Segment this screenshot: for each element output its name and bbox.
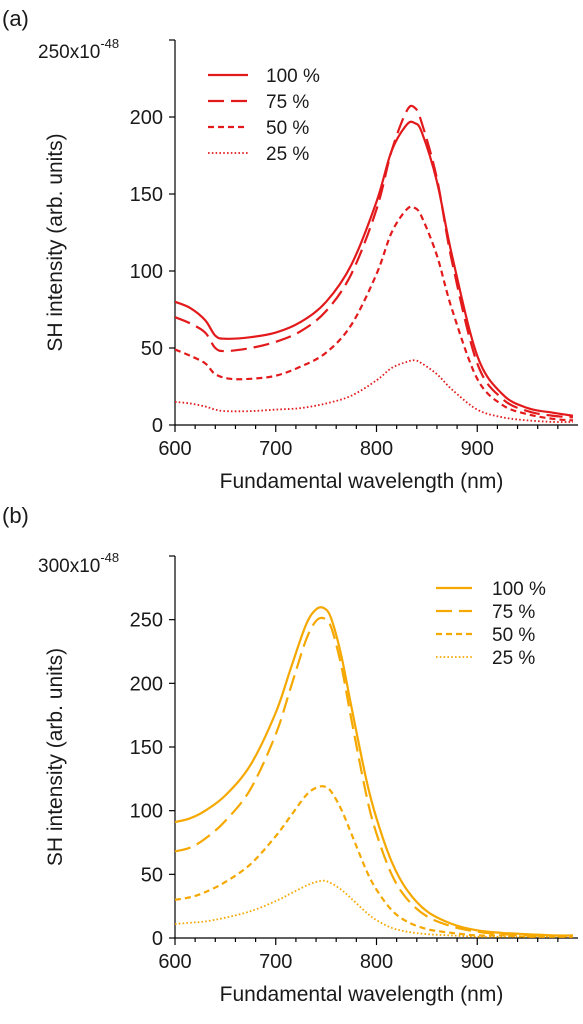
x-tick-label: 700 — [259, 951, 292, 973]
panel-b: (b) 300x10-48 0 50 100 150 200 250 600 700 800 90… — [2, 503, 578, 1006]
series-line-75-percent — [175, 616, 573, 937]
series-line-100-percent — [175, 606, 573, 937]
series-line-50-percent — [175, 205, 574, 422]
y-exponent-b: -48 — [100, 550, 119, 565]
legend-label: 50 % — [492, 625, 535, 646]
chart-a: 0 50 100 150 200 600 700 800 900 Fundamental wave… — [44, 39, 578, 493]
panel-a: (a) 250x10-48 0 50 100 150 200 600 700 800 900 Fu… — [2, 6, 578, 493]
y-tick-label: 50 — [141, 338, 163, 360]
y-exponent-a: -48 — [100, 36, 119, 51]
y-top-label-a: 250x10 — [38, 42, 100, 63]
x-axis-title: Fundamental wavelength (nm) — [220, 983, 504, 1006]
series-line-75-percent — [175, 104, 574, 419]
x-tick-label: 800 — [360, 951, 393, 973]
y-axis-title: SH intensity (arb. units) — [44, 133, 67, 351]
y-tick-label: 200 — [130, 673, 163, 695]
panel-label-b: (b) — [2, 503, 29, 528]
x-tick-label: 600 — [158, 951, 191, 973]
series-line-25-percent — [175, 879, 573, 938]
y-tick-label: 250 — [130, 610, 163, 632]
y-tick-label: 100 — [130, 261, 163, 283]
legend-label: 50 % — [266, 118, 309, 139]
x-tick-label: 900 — [461, 438, 494, 460]
y-multiplier-label-a: 250x10-48 — [38, 36, 119, 63]
series-line-50-percent — [175, 785, 573, 938]
y-tick-label: 100 — [130, 801, 163, 823]
legend-label: 75 % — [266, 92, 309, 113]
legend-label: 100 % — [492, 579, 546, 600]
legend-label: 25 % — [492, 648, 535, 669]
series-line-25-percent — [175, 359, 573, 423]
legend-label: 75 % — [492, 602, 535, 623]
legend-label: 100 % — [266, 66, 320, 87]
chart-b: 0 50 100 150 200 250 600 700 800 900 Fundamental w… — [44, 555, 578, 1006]
y-tick-label: 0 — [152, 415, 163, 437]
y-tick-label: 150 — [130, 184, 163, 206]
x-axis-title: Fundamental wavelength (nm) — [220, 470, 504, 493]
x-tick-label: 700 — [259, 438, 292, 460]
panel-label-a: (a) — [2, 6, 29, 31]
series-line-100-percent — [175, 120, 574, 417]
y-multiplier-label-b: 300x10-48 — [38, 550, 119, 577]
x-tick-label: 900 — [461, 951, 494, 973]
y-tick-label: 50 — [141, 864, 163, 886]
y-tick-label: 200 — [130, 107, 163, 129]
y-axis-title: SH intensity (arb. units) — [44, 648, 67, 866]
x-tick-label: 600 — [158, 438, 191, 460]
y-tick-label: 150 — [130, 737, 163, 759]
x-tick-label: 800 — [360, 438, 393, 460]
y-tick-label: 0 — [152, 928, 163, 950]
legend-label: 25 % — [266, 144, 309, 165]
y-top-label-b: 300x10 — [38, 556, 100, 577]
